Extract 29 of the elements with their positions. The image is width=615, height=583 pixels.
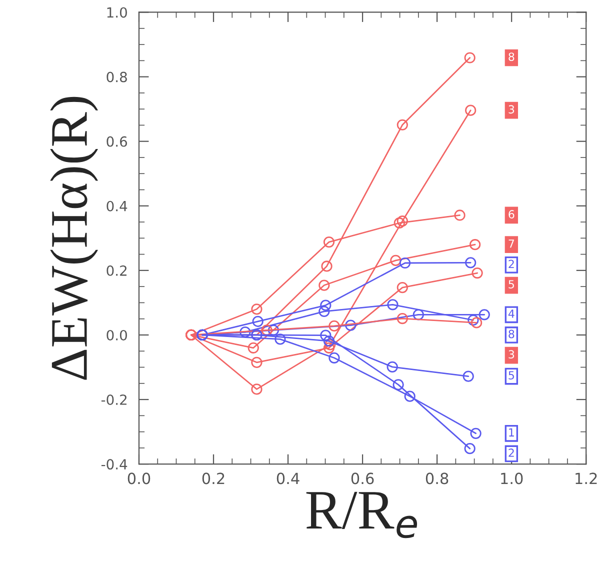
annotation: 7	[508, 240, 514, 248]
annotation: 2	[508, 448, 514, 457]
annotation: 3	[508, 105, 514, 114]
y-tick-label: -0.4	[101, 459, 128, 470]
x-axis-title: R/R$_{e}$	[306, 492, 418, 538]
annotation: 4	[508, 310, 514, 318]
x-tick-label: 0.4	[276, 472, 300, 484]
annotation: 5	[508, 371, 514, 380]
y-tick-label: 0.8	[106, 72, 127, 82]
annotation: 8	[508, 52, 514, 61]
y-tick-label: 0.0	[106, 330, 127, 340]
y-tick-label: 0.2	[106, 265, 126, 276]
x-tick-label: 1.0	[501, 472, 523, 484]
annotation: 6	[508, 210, 514, 218]
annotation: 2	[508, 260, 514, 268]
annotation: 3	[508, 350, 514, 359]
x-tick-label: 1.2	[576, 472, 597, 484]
y-tick-label: 1.0	[107, 7, 127, 18]
y-tick-label: 0.4	[106, 200, 128, 212]
y-axis-title: ΔEW(Hα)(R)	[50, 96, 98, 380]
x-tick-label: 0.6	[351, 472, 374, 484]
annotation: 1	[509, 428, 514, 436]
y-tick-label: 0.6	[106, 136, 128, 147]
annotation: 8	[508, 330, 514, 338]
x-tick-label: 0.2	[202, 472, 224, 484]
x-tick-label: 0.8	[426, 472, 448, 484]
annotation: 5	[508, 280, 514, 288]
x-tick-label: 0.0	[128, 472, 150, 484]
y-tick-label: -0.2	[101, 394, 126, 405]
